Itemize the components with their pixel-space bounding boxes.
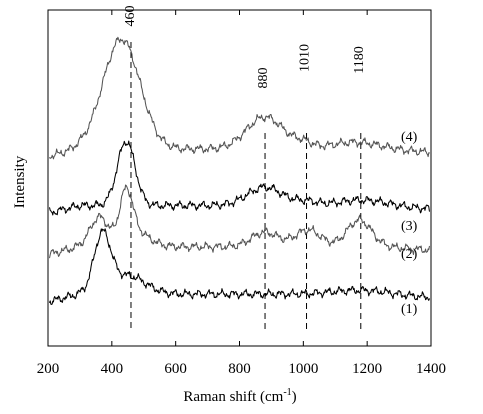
x-tick-label: 800 (228, 361, 251, 377)
peak-label: 1010 (298, 44, 313, 72)
peak-marker-group (130, 42, 362, 330)
x-tick-label: 600 (164, 361, 187, 377)
x-tick-label: 1400 (416, 361, 446, 377)
x-axis-label: Raman shift (cm-1) (183, 387, 296, 405)
series-line-3 (49, 140, 430, 216)
series-label-1: (1) (401, 302, 418, 317)
series-labels-group: (1) (2) (3) (4) (401, 130, 418, 317)
peak-labels-group: 460 880 1010 1180 (123, 6, 367, 89)
peak-label: 1180 (352, 46, 367, 73)
y-axis-label: Intensity (12, 155, 28, 208)
peak-label: 460 (123, 6, 138, 27)
x-tick-label: 200 (37, 361, 60, 377)
series-label-3: (3) (401, 219, 418, 234)
series-label-4: (4) (401, 130, 418, 145)
series-group (49, 36, 430, 305)
x-ticks-group: 200 400 600 800 1000 1200 1400 (37, 10, 446, 377)
series-line-4 (49, 36, 430, 160)
x-tick-label: 400 (101, 361, 124, 377)
x-tick-label: 1200 (352, 361, 382, 377)
x-tick-label: 1000 (288, 361, 318, 377)
peak-label: 880 (256, 68, 271, 89)
series-line-2 (49, 184, 430, 259)
series-line-1 (49, 228, 430, 305)
series-label-2: (2) (401, 247, 418, 262)
